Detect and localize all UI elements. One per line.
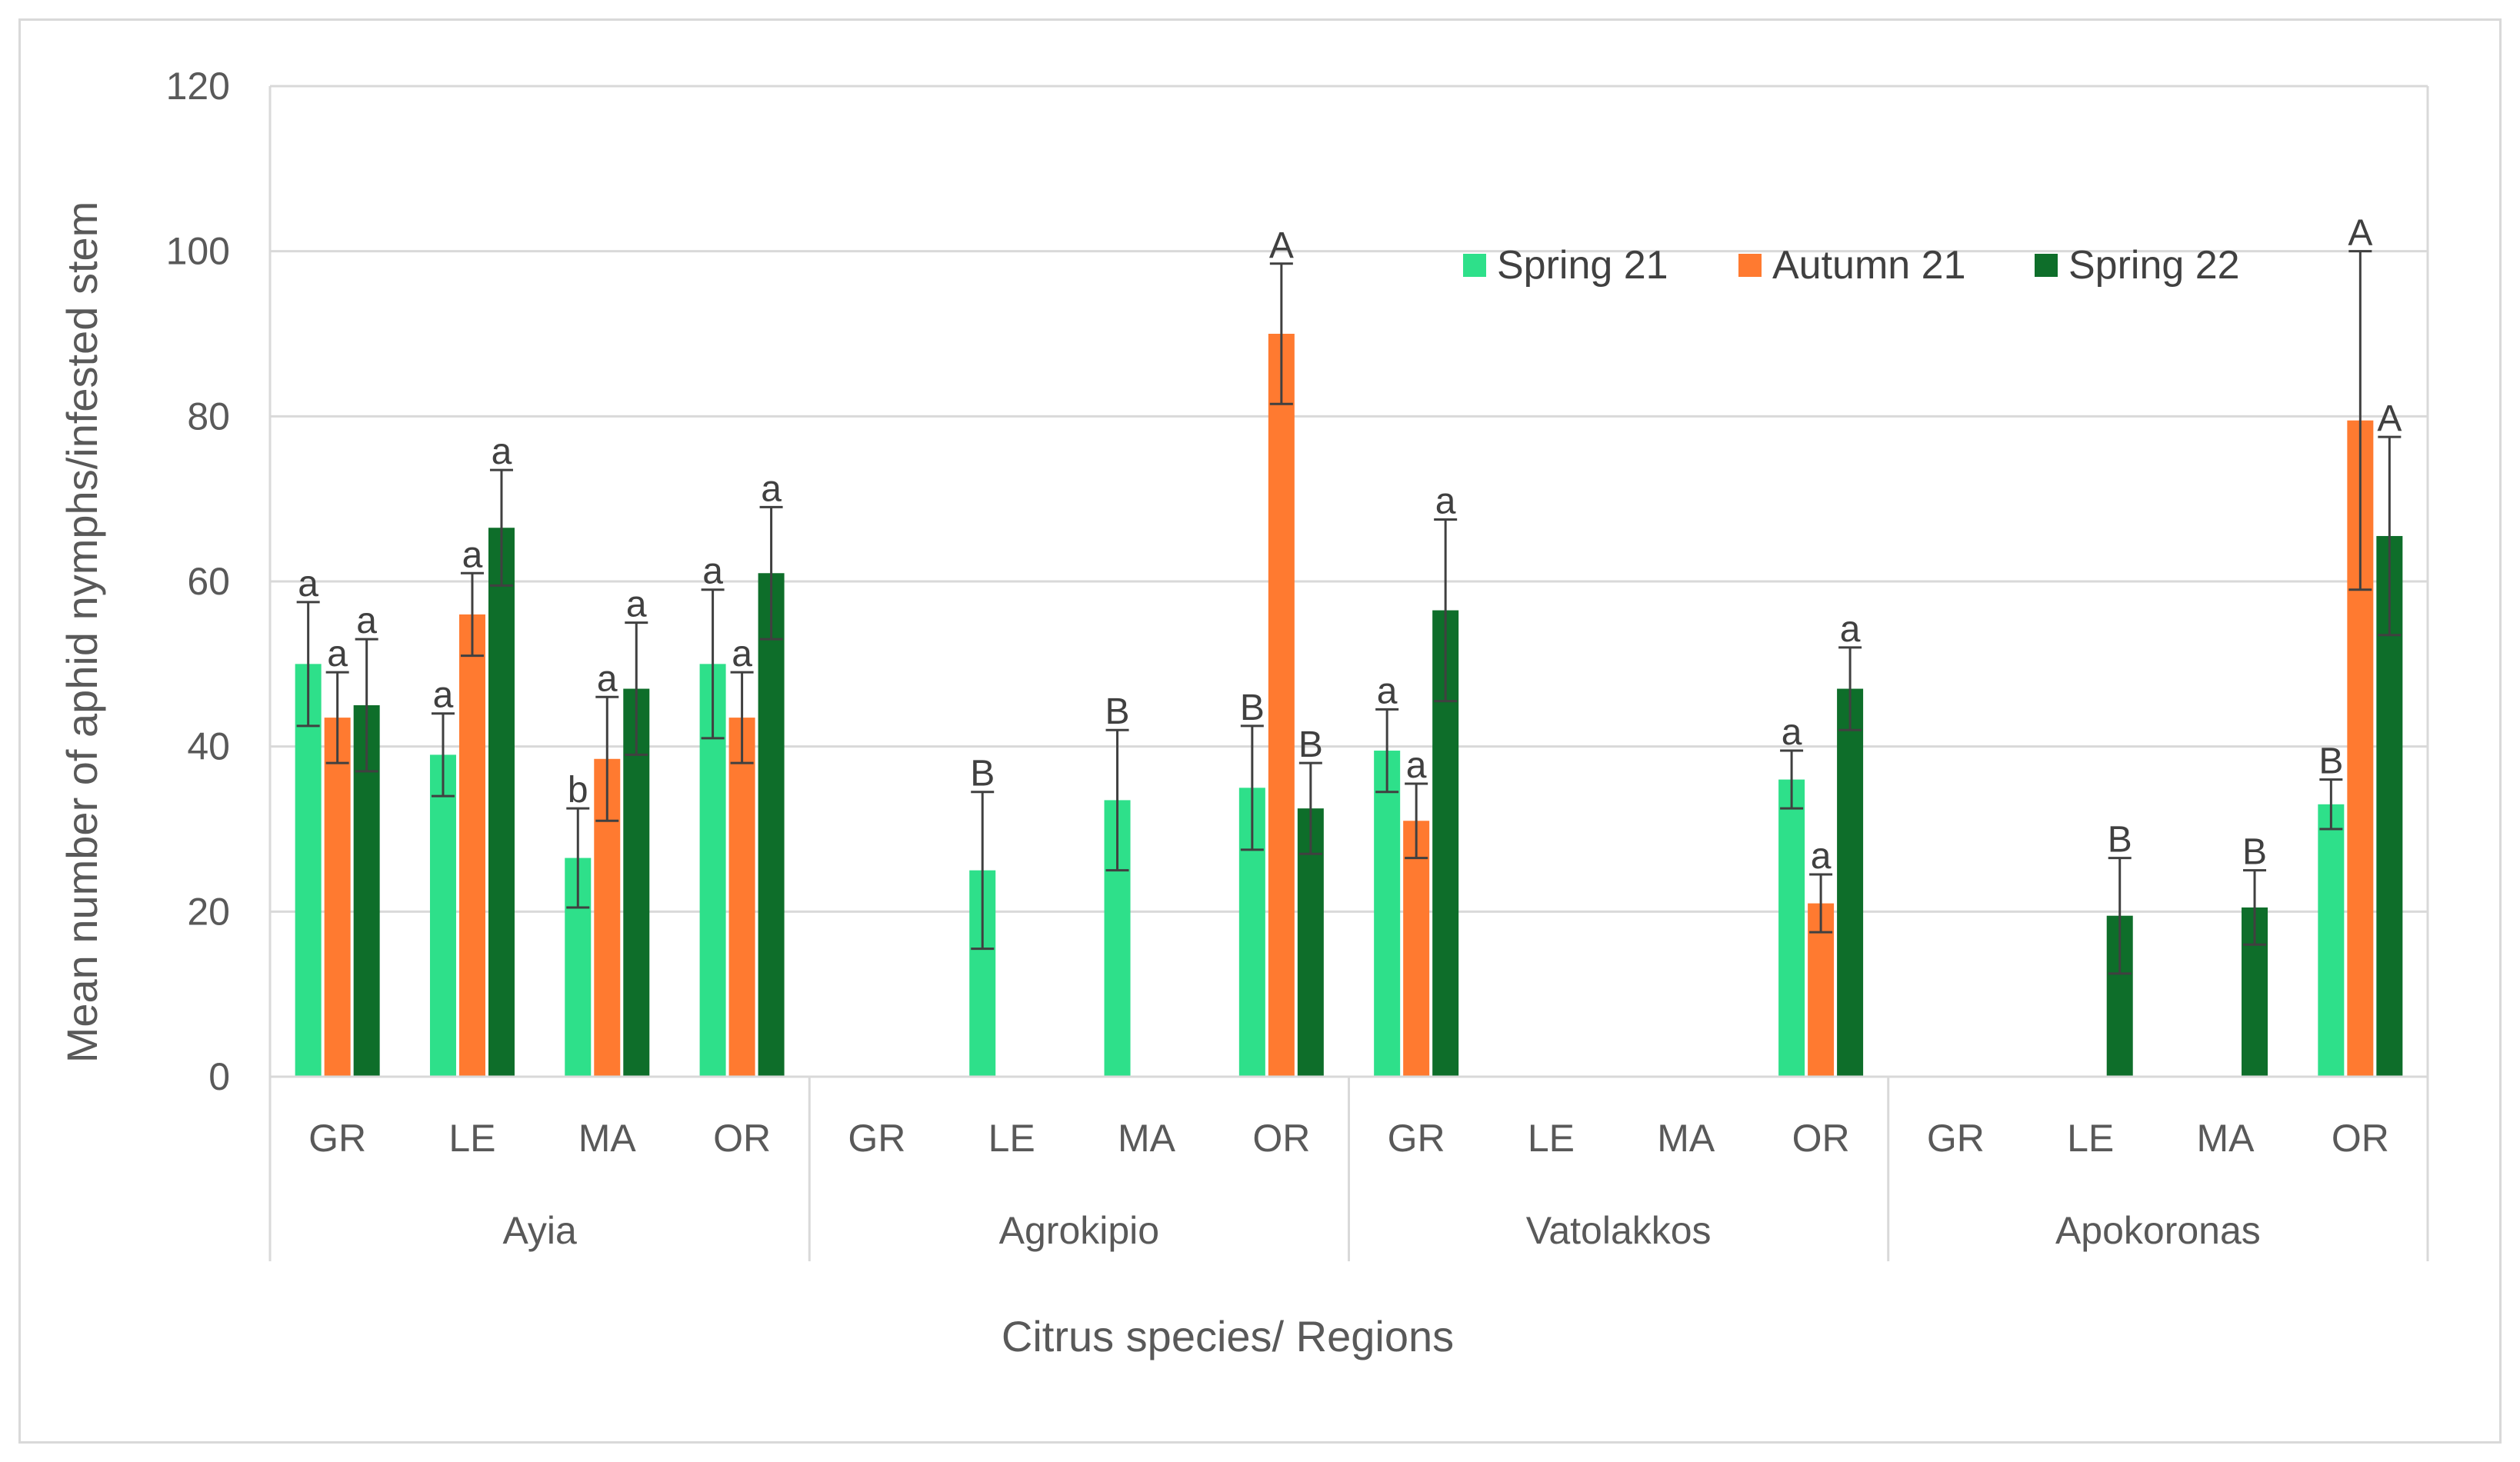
- significance-label: a: [298, 564, 318, 604]
- bar: [1778, 779, 1805, 1077]
- legend-swatch: [1738, 254, 1762, 277]
- bar: [2318, 804, 2345, 1077]
- tick-labels: 0 20 40 60 80 100 120 GR LE MA OR GR LE MA OR GR LE MA OR G…: [166, 65, 2389, 1252]
- legend-swatch: [1463, 254, 1486, 277]
- x-tick-label-region: Apokoronas: [2055, 1209, 2261, 1252]
- significance-label: a: [626, 584, 647, 625]
- x-tick-label-species: OR: [2332, 1117, 2389, 1160]
- y-tick-label: 120: [166, 65, 230, 108]
- significance-label: B: [1105, 691, 1130, 732]
- x-tick-label-species: GR: [308, 1117, 366, 1160]
- significance-label: B: [2318, 741, 2343, 782]
- x-tick-label-species: GR: [1927, 1117, 1985, 1160]
- significance-label: a: [492, 431, 512, 472]
- x-tick-label-species: MA: [1118, 1117, 1176, 1160]
- bar: [1268, 334, 1295, 1077]
- y-tick-label: 40: [187, 725, 230, 768]
- gridlines: [270, 85, 2428, 913]
- significance-label: a: [597, 658, 618, 699]
- chart-frame: [18, 18, 2502, 1444]
- x-tick-label-species: LE: [448, 1117, 495, 1160]
- x-tick-label-species: LE: [2067, 1117, 2114, 1160]
- x-tick-label-species: LE: [988, 1117, 1035, 1160]
- significance-label: b: [568, 770, 588, 811]
- significance-label: A: [2348, 213, 2372, 254]
- legend-label: Spring 21: [1497, 243, 1668, 288]
- bar: [758, 573, 785, 1077]
- x-tick-label-species: OR: [1792, 1117, 1850, 1160]
- significance-label: B: [1240, 688, 1265, 728]
- bar: [295, 664, 322, 1077]
- significance-label: a: [1782, 712, 1802, 753]
- bar: [1403, 821, 1430, 1077]
- x-tick-label-species: GR: [848, 1117, 905, 1160]
- bar: [1374, 751, 1401, 1077]
- significance-label: B: [2108, 820, 2132, 861]
- x-tick-label-species: MA: [1657, 1117, 1715, 1160]
- bar: [429, 754, 456, 1077]
- x-tick-label-region: Agrokipio: [999, 1209, 1159, 1252]
- significance-label: a: [1840, 609, 1861, 650]
- bar: [458, 614, 485, 1077]
- y-tick-label: 20: [187, 890, 230, 933]
- axes: [268, 86, 2429, 1261]
- y-tick-label: 80: [187, 395, 230, 438]
- error-bars: [296, 250, 2402, 975]
- significance-label: a: [702, 551, 723, 592]
- significance-label: a: [732, 634, 752, 674]
- significance-label: a: [327, 634, 348, 674]
- x-axis-title: Citrus species/ Regions: [1002, 1312, 1454, 1360]
- legend-label: Autumn 21: [1772, 243, 1966, 288]
- x-tick-label-region: Vatolakkos: [1526, 1209, 1712, 1252]
- significance-label: B: [2242, 832, 2267, 873]
- significance-label: a: [1811, 836, 1832, 877]
- x-tick-label-species: OR: [713, 1117, 771, 1160]
- significance-label: a: [462, 535, 483, 575]
- bar: [728, 718, 755, 1077]
- significance-label: a: [761, 468, 782, 509]
- significance-label: a: [1377, 671, 1398, 711]
- legend-swatch: [2035, 254, 2058, 277]
- bar: [488, 528, 515, 1077]
- significance-label: A: [2377, 398, 2402, 439]
- bar: [324, 718, 351, 1077]
- significance-label: B: [1298, 724, 1323, 765]
- x-tick-label-species: MA: [2197, 1117, 2255, 1160]
- significance-label: a: [1435, 481, 1456, 522]
- x-tick-label-region: Ayia: [502, 1209, 577, 1252]
- x-tick-label-species: LE: [1528, 1117, 1575, 1160]
- significance-label: a: [356, 601, 377, 641]
- bars: [295, 334, 2403, 1077]
- y-axis-title: Mean number of aphid nymphs/infested ste…: [58, 201, 106, 1064]
- x-tick-label-species: GR: [1388, 1117, 1445, 1160]
- significance-label: a: [1406, 745, 1427, 786]
- bar: [1837, 688, 1864, 1077]
- y-tick-label: 100: [166, 230, 230, 273]
- significance-label: a: [433, 675, 454, 716]
- y-tick-label: 0: [208, 1055, 230, 1098]
- significance-label: B: [970, 754, 995, 794]
- legend-label: Spring 22: [2068, 243, 2240, 288]
- x-tick-label-species: OR: [1252, 1117, 1310, 1160]
- x-tick-label-species: MA: [578, 1117, 637, 1160]
- y-tick-label: 60: [187, 560, 230, 603]
- legend: Spring 21 Autumn 21 Spring 22: [1463, 243, 2240, 288]
- significance-label: A: [1269, 225, 1294, 266]
